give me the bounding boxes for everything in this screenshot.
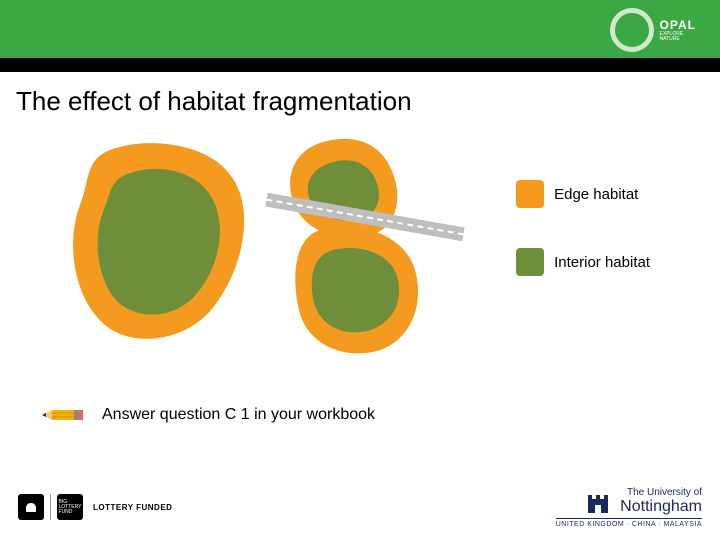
footer: BIGLOTTERYFUND LOTTERY FUNDED The Univer…: [0, 480, 720, 540]
habitat-blob-intact: [70, 140, 260, 360]
lottery-funded-label: LOTTERY FUNDED: [93, 503, 172, 512]
legend: Edge habitat Interior habitat: [516, 180, 650, 316]
legend-item-edge: Edge habitat: [516, 180, 650, 208]
legend-item-interior: Interior habitat: [516, 248, 650, 276]
lottery-hand-icon: [18, 494, 44, 520]
nottingham-castle-icon: [584, 487, 612, 515]
legend-label-edge: Edge habitat: [554, 186, 638, 203]
header-bar: OPAL EXPLORE NATURE: [0, 0, 720, 72]
instruction-row: Answer question C 1 in your workbook: [40, 400, 375, 430]
pencil-icon: [40, 400, 84, 430]
nottingham-main-text: Nottingham: [620, 498, 702, 516]
instruction-text: Answer question C 1 in your workbook: [102, 406, 375, 424]
header-black-stripe: [0, 58, 720, 72]
opal-logo-sub2: NATURE: [660, 37, 696, 43]
interior-shape: [312, 248, 399, 332]
nottingham-name: The University of Nottingham: [620, 487, 702, 516]
legend-swatch-edge: [516, 180, 544, 208]
divider: [50, 494, 51, 520]
opal-logo: OPAL EXPLORE NATURE: [610, 8, 696, 52]
lottery-logo: BIGLOTTERYFUND LOTTERY FUNDED: [18, 494, 172, 520]
nottingham-small-text: The University of: [620, 487, 702, 498]
nottingham-logo: The University of Nottingham UNITED KING…: [556, 487, 702, 528]
legend-label-interior: Interior habitat: [554, 254, 650, 271]
nottingham-sub-text: UNITED KINGDOM · CHINA · MALAYSIA: [556, 518, 702, 528]
big-lottery-fund-icon: BIGLOTTERYFUND: [57, 494, 83, 520]
habitat-blob-fragment-bottom: [295, 225, 435, 365]
opal-ring-icon: [610, 8, 654, 52]
page-title: The effect of habitat fragmentation: [0, 72, 720, 117]
legend-swatch-interior: [516, 248, 544, 276]
opal-logo-text: OPAL: [660, 18, 696, 32]
